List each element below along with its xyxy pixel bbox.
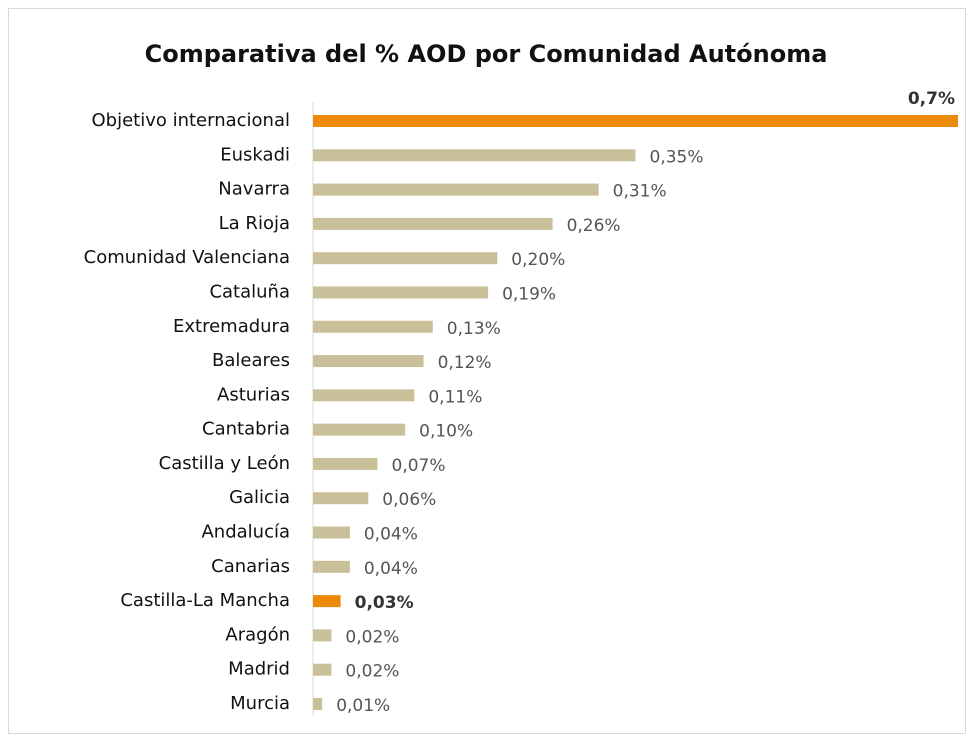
category-label: Madrid [228, 659, 290, 680]
bar [313, 423, 406, 436]
bar [313, 663, 332, 676]
value-label: 0,04% [364, 559, 418, 579]
category-label: Galicia [229, 487, 290, 508]
bar [313, 149, 636, 162]
category-label: La Rioja [219, 213, 290, 234]
value-label: 0,03% [355, 593, 414, 613]
value-label: 0,12% [438, 353, 492, 373]
bar [313, 286, 489, 299]
category-label: Castilla-La Mancha [120, 590, 290, 611]
chart-frame [8, 8, 966, 734]
category-label: Cantabria [202, 419, 290, 440]
value-label: 0,07% [392, 456, 446, 476]
category-label: Extremadura [173, 316, 290, 337]
category-label: Navarra [218, 179, 290, 200]
bar [313, 320, 433, 333]
bar [313, 217, 553, 230]
bar [313, 698, 323, 710]
bar [313, 183, 599, 196]
category-label: Objetivo internacional [91, 110, 290, 131]
value-label: 0,26% [567, 216, 621, 236]
value-label: 0,35% [650, 147, 704, 167]
value-label: 0,7% [908, 89, 955, 109]
value-label: 0,31% [613, 182, 667, 202]
value-label: 0,01% [336, 696, 390, 716]
category-label: Asturias [217, 384, 290, 405]
value-label: 0,04% [364, 525, 418, 545]
category-label: Euskadi [220, 144, 290, 165]
bar [313, 629, 332, 642]
category-label: Canarias [211, 556, 290, 577]
category-label: Castilla y León [159, 453, 290, 474]
bar [313, 252, 498, 265]
bar [313, 526, 350, 539]
bar [313, 389, 415, 402]
value-label: 0,13% [447, 319, 501, 339]
value-label: 0,02% [345, 662, 399, 682]
category-label: Andalucía [201, 522, 290, 543]
bar [313, 115, 958, 127]
value-label: 0,11% [428, 387, 482, 407]
category-label: Murcia [230, 693, 290, 714]
value-label: 0,20% [511, 250, 565, 270]
chart-title: Comparativa del % AOD por Comunidad Autó… [145, 40, 828, 68]
category-label: Aragón [225, 624, 290, 645]
category-label: Baleares [212, 350, 290, 371]
category-label: Comunidad Valenciana [84, 247, 290, 268]
bar [313, 492, 369, 505]
bar [313, 355, 424, 368]
bar [313, 457, 378, 470]
category-label: Cataluña [209, 281, 290, 302]
value-label: 0,10% [419, 422, 473, 442]
value-label: 0,06% [382, 490, 436, 510]
value-label: 0,19% [502, 284, 556, 304]
bar [313, 595, 341, 608]
bar [313, 560, 350, 573]
value-label: 0,02% [345, 627, 399, 647]
